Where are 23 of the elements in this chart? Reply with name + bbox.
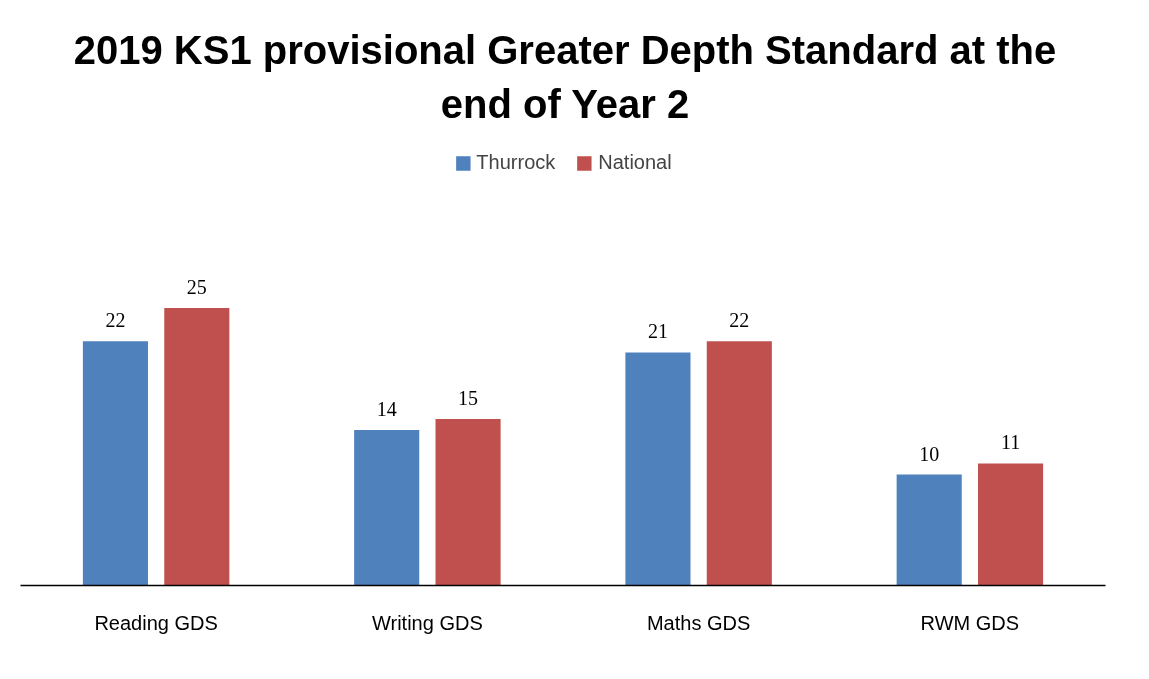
data-label: 22 (729, 309, 750, 332)
bar (435, 419, 501, 586)
bar (354, 430, 420, 586)
bar (978, 463, 1044, 586)
x-tick-label: RWM GDS (920, 611, 1020, 634)
data-label: 15 (458, 387, 479, 409)
legend-label: National (598, 151, 672, 174)
data-label: 10 (919, 442, 940, 465)
bar (625, 352, 691, 586)
chart-title: 2019 KS1 provisional Greater Depth Standard at the end of Year 2 (72, 27, 1058, 128)
bar (82, 341, 148, 586)
data-label: 22 (105, 309, 126, 332)
bar (164, 308, 230, 586)
x-tick-label: Writing GDS (371, 611, 483, 634)
data-label: 25 (186, 276, 207, 298)
bar (706, 341, 772, 586)
x-tick-label: Maths GDS (646, 611, 751, 634)
data-label: 11 (1000, 431, 1021, 454)
legend-label: Thurrock (476, 151, 556, 174)
data-label: 21 (647, 320, 668, 343)
data-label: 14 (376, 398, 397, 421)
x-tick-label: Reading GDS (94, 611, 218, 634)
bar (896, 474, 962, 586)
